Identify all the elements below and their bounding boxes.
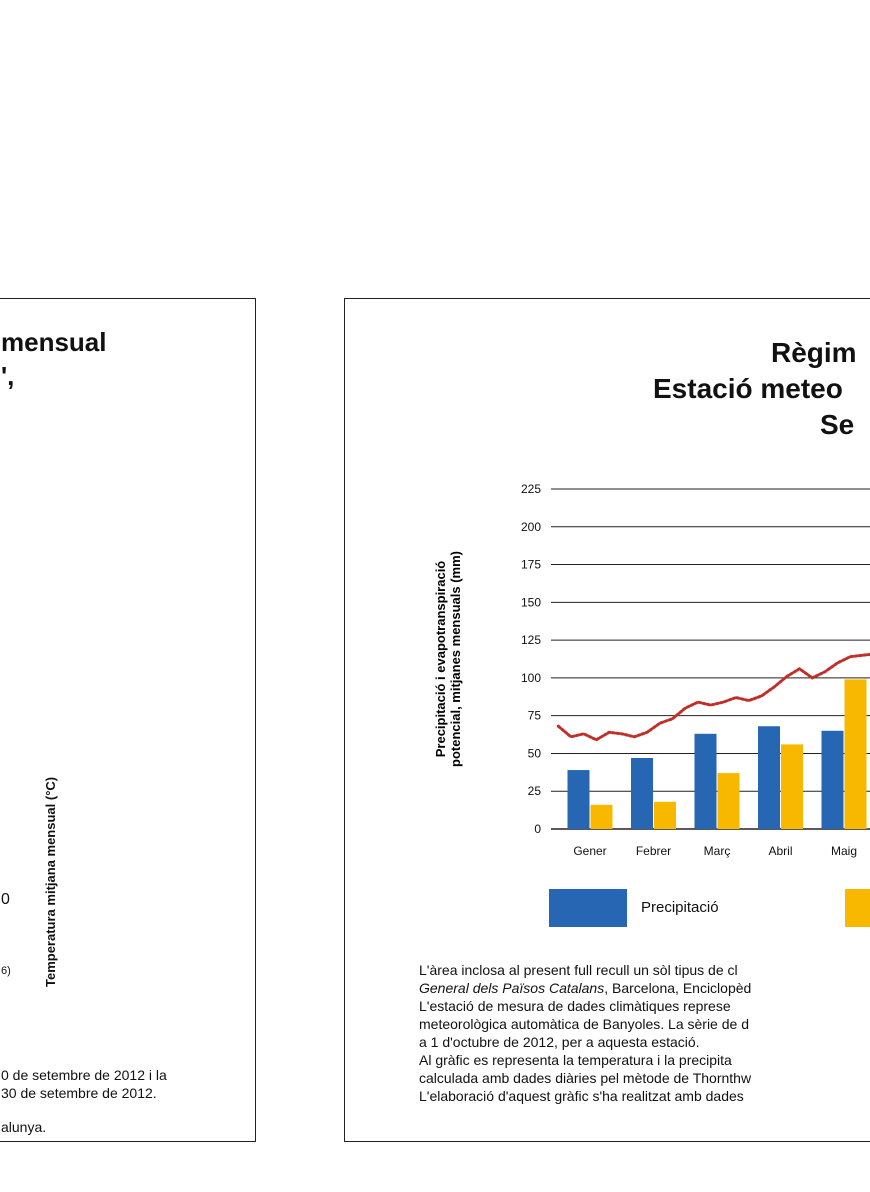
x-tick-label-maig: Maig	[831, 844, 857, 858]
left-text-line-3: alunya.	[1, 1119, 47, 1135]
chart-ticks: 0 25 50 75 100 125 150 175 200 225 Gener Febrer Març…	[521, 482, 857, 858]
desc-line-3: L'estació de mesura de dades climàtiques…	[419, 998, 731, 1014]
desc-line-4: meteorològica automàtica de Banyoles. La…	[419, 1016, 749, 1032]
y-tick-label-100: 100	[521, 671, 541, 685]
x-tick-label-gener: Gener	[573, 844, 606, 858]
y-tick-label-75: 75	[528, 709, 542, 723]
bar-precipitation-març	[694, 733, 717, 829]
left-chart-note: 6)	[1, 965, 11, 977]
y-tick-label-25: 25	[528, 784, 542, 798]
y-axis-label-line-2: potencial, mitjanes mensuals (mm)	[448, 551, 463, 767]
chart-title-line2: Estació meteo	[653, 373, 843, 404]
temperature-line	[556, 652, 870, 742]
chart-title-line3: Se	[820, 409, 855, 440]
desc-line-7: calculada amb dades diàries pel mètode d…	[419, 1070, 752, 1086]
x-tick-label-març: Març	[704, 844, 731, 858]
y-tick-label-225: 225	[521, 482, 541, 496]
desc-line-2: General dels Països Catalans, Barcelona,…	[419, 979, 870, 997]
chart-title-line1: Règim	[771, 337, 857, 368]
desc-line-8: L'elaboració d'aquest gràfic s'ha realit…	[419, 1088, 744, 1104]
bar-evapotranspiration-maig	[844, 679, 867, 829]
precipitation-chart: 0 25 50 75 100 125 150 175 200 225 Gener Febrer Març…	[433, 482, 870, 858]
x-tick-label-abril: Abril	[768, 844, 792, 858]
legend-swatch-precipitation	[549, 889, 627, 927]
bar-evapotranspiration-gener	[590, 804, 613, 829]
chart-description: L'àrea inclosa al present full recull un…	[419, 961, 870, 1105]
legend-label-precipitation: Precipitació	[641, 899, 719, 916]
bar-precipitation-maig	[821, 730, 844, 829]
y-tick-label-150: 150	[521, 595, 541, 609]
bar-precipitation-gener	[567, 770, 590, 829]
left-chart-y-axis-label: Temperatura mitjana mensual (°C)	[43, 776, 58, 987]
desc-line-1: L'àrea inclosa al present full recull un…	[419, 962, 738, 978]
left-chart-title-line2: ',	[1, 361, 15, 391]
desc-line-2-rest: , Barcelona, Enciclopèd	[604, 980, 752, 996]
y-axis-label-line-1: Precipitació i evapotranspiració	[433, 561, 448, 758]
x-tick-label-febrer: Febrer	[636, 844, 671, 858]
bar-evapotranspiration-març	[717, 773, 740, 829]
temperature-series-line	[556, 652, 870, 742]
y-tick-label-0: 0	[534, 822, 541, 836]
desc-line-6: Al gràfic es representa la temperatura i…	[419, 1052, 732, 1068]
right-chart-panel: Règim Estació meteo Se 0 25 50 75 100 125 150 1…	[344, 298, 870, 1142]
left-text-line-1: 0 de setembre de 2012 i la	[1, 1067, 167, 1083]
bar-evapotranspiration-febrer	[654, 801, 676, 829]
chart-y-axis-label: Precipitació i evapotranspiraciópotencia…	[433, 551, 463, 767]
left-chart-panel: mensual ', Temperatura mitjana mensual (…	[0, 298, 256, 1142]
left-chart-title-line1: mensual	[1, 327, 107, 357]
left-chart-tick-0: 0	[1, 891, 10, 908]
bar-evapotranspiration-abril	[781, 744, 803, 829]
bar-precipitation-abril	[758, 726, 780, 829]
y-tick-label-200: 200	[521, 520, 541, 534]
y-tick-label-175: 175	[521, 558, 541, 572]
chart-bars	[567, 679, 867, 829]
desc-book-title: General dels Països Catalans	[419, 980, 605, 996]
bar-precipitation-febrer	[631, 757, 653, 829]
y-tick-label-125: 125	[521, 633, 541, 647]
desc-line-5: a 1 d'octubre de 2012, per a aquesta est…	[419, 1034, 700, 1050]
y-tick-label-50: 50	[528, 746, 542, 760]
legend-swatch-evapotranspiration	[845, 889, 870, 927]
left-text-line-2: 30 de setembre de 2012.	[1, 1085, 157, 1101]
